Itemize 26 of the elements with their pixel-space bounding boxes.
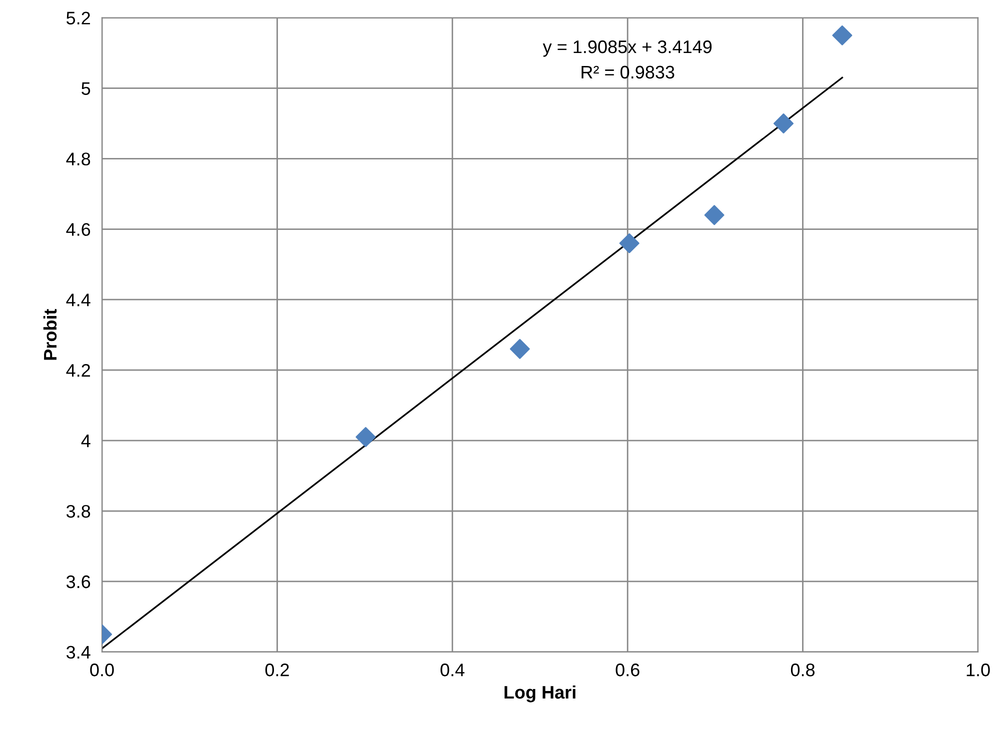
point [356,427,376,448]
x-tick-label: 0.4 [440,664,464,676]
point [704,205,724,226]
point [619,233,640,254]
y-tick-label: 4.6 [66,223,90,236]
point [510,338,530,359]
x-tick-label: 0.8 [790,664,815,676]
y-tick-label: 3.8 [66,504,90,518]
y-tick-label: 4.4 [66,294,90,306]
annotation: y = 1.9085x + 3.4149 [542,40,712,57]
x-axis-title: Log Hari [504,685,576,702]
x-tick-label: 0.0 [90,664,114,676]
y-tick-label: 3.6 [66,575,90,588]
y-tick-label: 3.4 [66,646,90,659]
x-tick-label: 0.6 [616,664,640,676]
y-tick-label: 4 [81,434,90,448]
y-tick-label: 5 [82,82,90,95]
point [774,113,794,134]
annotation: R² = 0.9833 [582,66,674,79]
x-tick-label: 0.2 [265,664,289,676]
y-axis-title: Probit [43,308,57,360]
y-tick-label: 4.2 [66,364,90,377]
point [832,25,852,46]
y-tick-label: 4.8 [66,152,90,166]
x-tick-label: 1.0 [966,664,990,676]
y-tick-label: 5.2 [66,12,90,24]
